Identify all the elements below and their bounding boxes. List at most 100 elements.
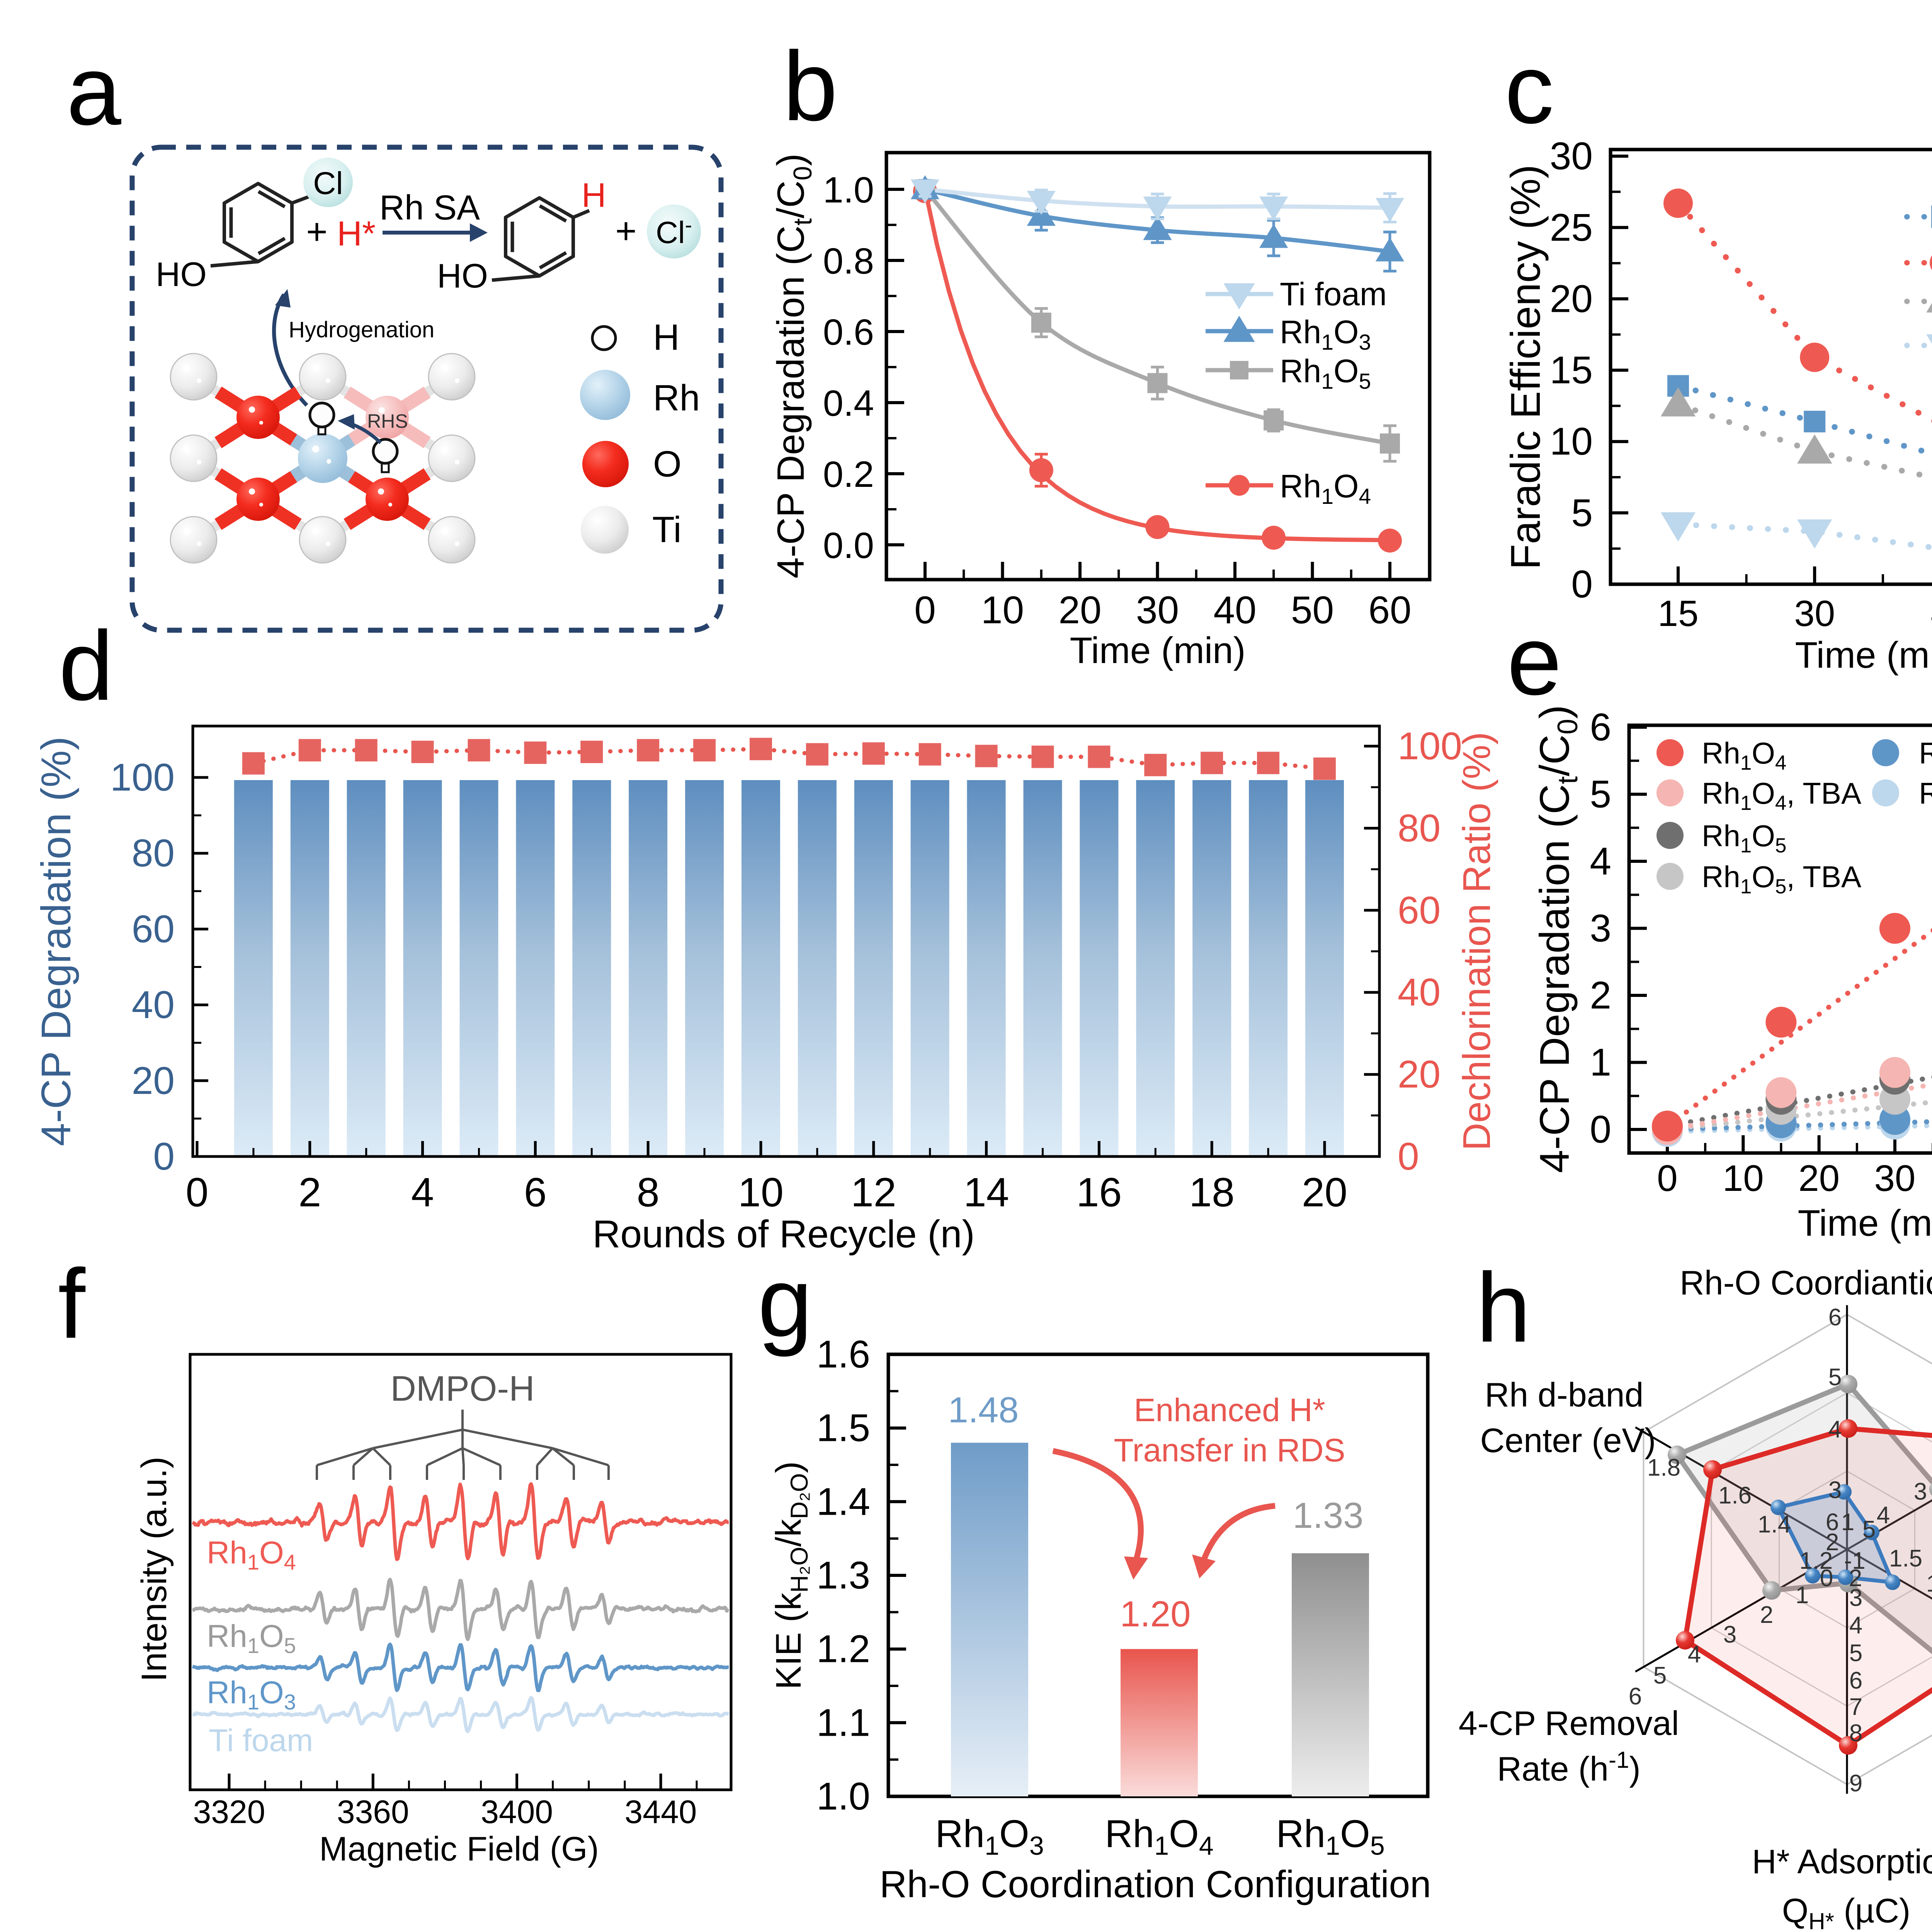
svg-text:20: 20 [132,1059,175,1102]
svg-text:15: 15 [1658,593,1699,634]
svg-text:Rh1O5: Rh1O5 [207,1619,296,1658]
svg-text:Time (min): Time (min) [1795,634,1932,676]
svg-text:Rh1O4, TBA: Rh1O4, TBA [1702,776,1861,815]
svg-text:18: 18 [1189,1170,1235,1215]
svg-text:d: d [59,611,114,721]
svg-text:1.1: 1.1 [816,1701,870,1744]
svg-text:Rh d-band: Rh d-band [1485,1376,1644,1414]
svg-text:O: O [653,444,682,485]
svg-text:H*: H* [337,214,376,253]
svg-text:Intensity (a.u.): Intensity (a.u.) [134,1457,174,1682]
svg-text:15: 15 [1550,349,1593,392]
svg-text:0: 0 [1590,1108,1611,1151]
svg-text:+: + [615,211,636,252]
svg-text:5: 5 [1862,1516,1876,1543]
svg-text:10: 10 [1723,1158,1764,1199]
svg-text:Center (eV): Center (eV) [1480,1421,1656,1459]
svg-text:Time (min): Time (min) [1798,1202,1932,1244]
svg-text:Rh1O5: Rh1O5 [1276,1812,1384,1861]
svg-text:Time (min): Time (min) [1070,630,1245,671]
svg-text:60: 60 [1398,889,1440,932]
svg-text:30: 30 [1874,1158,1916,1199]
svg-text:100: 100 [110,756,175,799]
svg-text:RHS: RHS [367,410,408,432]
svg-text:4: 4 [1877,1502,1890,1529]
svg-text:20: 20 [1398,1053,1440,1096]
svg-text:5: 5 [1571,491,1593,534]
svg-text:16: 16 [1076,1170,1122,1215]
svg-text:a: a [66,36,121,146]
svg-text:Ti: Ti [652,509,682,550]
svg-text:2: 2 [1826,1529,1839,1556]
svg-text:7: 7 [1849,1694,1862,1720]
svg-text:Rounds of Recycle (n): Rounds of Recycle (n) [592,1213,975,1256]
svg-text:Rate (h-1): Rate (h-1) [1497,1747,1640,1788]
svg-text:4: 4 [411,1170,434,1215]
svg-text:QH* (µC): QH* (µC) [1782,1891,1910,1932]
svg-text:80: 80 [1398,806,1440,850]
svg-text:0: 0 [153,1135,175,1178]
svg-text:H: H [653,317,680,358]
svg-text:Hydrogenation: Hydrogenation [289,317,434,342]
svg-text:4-CP Degradation (%): 4-CP Degradation (%) [32,736,79,1146]
svg-text:Rh1O4: Rh1O4 [1702,736,1786,774]
svg-text:Ti foam: Ti foam [1280,276,1387,312]
svg-text:12: 12 [851,1170,896,1215]
svg-text:1.5: 1.5 [816,1406,870,1450]
svg-text:0.4: 0.4 [823,383,874,424]
svg-text:1.4: 1.4 [816,1480,870,1523]
svg-text:2: 2 [1849,1565,1862,1592]
svg-text:g: g [758,1247,813,1357]
svg-text:5: 5 [1828,1364,1842,1391]
svg-text:2: 2 [1760,1602,1773,1628]
svg-text:4: 4 [1828,1416,1842,1443]
svg-text:20: 20 [1058,588,1101,632]
svg-text:HO: HO [156,255,207,293]
svg-text:b: b [783,31,838,141]
svg-text:0.0: 0.0 [823,525,874,566]
svg-text:1.5: 1.5 [1889,1545,1922,1572]
svg-text:Rh1O3: Rh1O3 [935,1812,1044,1861]
svg-text:8: 8 [637,1170,660,1215]
svg-text:10: 10 [1550,420,1593,463]
svg-text:e: e [1507,605,1562,716]
svg-text:Rh-O Coordiantion (n): Rh-O Coordiantion (n) [1680,1264,1932,1302]
svg-text:20: 20 [1302,1170,1347,1215]
svg-text:1.48: 1.48 [948,1389,1019,1430]
svg-text:Rh1O5: Rh1O5 [1280,353,1371,394]
svg-text:45: 45 [1931,593,1932,634]
svg-text:9: 9 [1849,1770,1862,1797]
svg-text:Rh: Rh [653,378,700,418]
svg-text:Rh1O3, TBA: Rh1O3, TBA [1919,776,1932,815]
svg-text:1.0: 1.0 [823,170,874,211]
svg-text:3: 3 [1723,1621,1736,1648]
svg-text:0.8: 0.8 [823,241,874,282]
svg-text:6: 6 [1590,706,1611,749]
svg-text:10: 10 [981,588,1024,632]
svg-text:60: 60 [1368,588,1411,632]
svg-text:H* Adsorption: H* Adsorption [1752,1842,1932,1881]
svg-text:1: 1 [1590,1041,1611,1084]
svg-text:2: 2 [298,1170,321,1215]
svg-text:1.3: 1.3 [816,1554,870,1597]
svg-text:1: 1 [1796,1582,1809,1609]
svg-text:6: 6 [1828,1304,1842,1331]
svg-text:3: 3 [1828,1477,1842,1503]
svg-text:Rh SA: Rh SA [379,189,480,227]
svg-text:1.0: 1.0 [816,1775,870,1818]
svg-text:0: 0 [1398,1135,1419,1178]
svg-text:0: 0 [186,1170,209,1215]
svg-text:3320: 3320 [193,1794,265,1830]
svg-text:6: 6 [524,1170,547,1215]
svg-text:60: 60 [132,907,175,951]
svg-text:Rh1O3: Rh1O3 [1280,314,1371,355]
svg-text:20: 20 [1798,1158,1840,1199]
svg-text:4-CP Removal: 4-CP Removal [1459,1704,1679,1742]
svg-text:Rh1O4: Rh1O4 [1105,1812,1213,1861]
svg-text:3400: 3400 [481,1794,553,1830]
svg-text:Rh1O3: Rh1O3 [207,1675,296,1714]
svg-text:f: f [58,1249,86,1359]
svg-text:1.20: 1.20 [1120,1594,1191,1634]
svg-text:5: 5 [1590,773,1611,816]
svg-text:1: 1 [1841,1509,1854,1536]
